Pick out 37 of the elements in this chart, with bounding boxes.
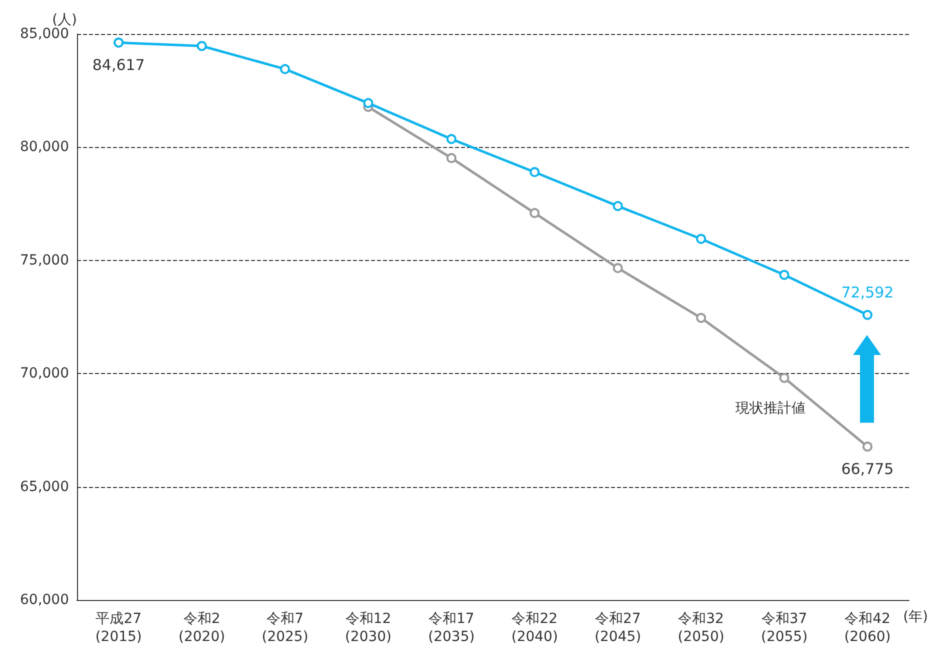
y-tick-label: 75,000 [20, 252, 69, 268]
point [696, 234, 706, 244]
x-tick-label: 令和7 (2025) [262, 611, 308, 645]
y-tick-label: 80,000 [20, 139, 69, 156]
x-tick-label: 令和27 (2045) [594, 611, 642, 645]
point [530, 208, 540, 218]
point [862, 442, 872, 452]
y-tick-label: 70,000 [20, 366, 69, 382]
point [779, 372, 790, 383]
x-tick-label: 令和37 (2055) [760, 611, 808, 645]
x-tick-label: 令和22 (2040) [511, 611, 558, 645]
y-tick-label: 85,000 [20, 26, 69, 42]
point [696, 312, 706, 323]
y-tick-label: 65,000 [20, 478, 69, 495]
point [196, 41, 207, 51]
series-label: 現状推計値 [735, 400, 806, 417]
data-label: 84,617 [92, 56, 145, 74]
point [363, 98, 374, 108]
y-tick-label: 60,000 [20, 592, 69, 608]
x-tick-label: 平成27 (2015) [95, 611, 142, 645]
x-tick-label: 令和42 (2060) [844, 611, 891, 645]
point [446, 134, 456, 144]
point [612, 201, 623, 212]
x-tick-label: 令和12 (2030) [344, 611, 392, 645]
point [779, 270, 790, 280]
y-axis-title: (人) [52, 12, 77, 28]
x-tick-label: 令和2 (2020) [178, 611, 226, 645]
point [862, 310, 872, 320]
x-axis-title: (年) [903, 609, 928, 625]
x-tick-label: 令和32 (2050) [678, 611, 724, 645]
data-label: 66,775 [841, 460, 894, 478]
point [530, 167, 540, 178]
x-tick-label: 令和17 (2035) [428, 611, 475, 645]
point [280, 64, 290, 74]
point [446, 153, 456, 164]
point [612, 263, 623, 274]
data-label: 72,592 [841, 283, 894, 302]
